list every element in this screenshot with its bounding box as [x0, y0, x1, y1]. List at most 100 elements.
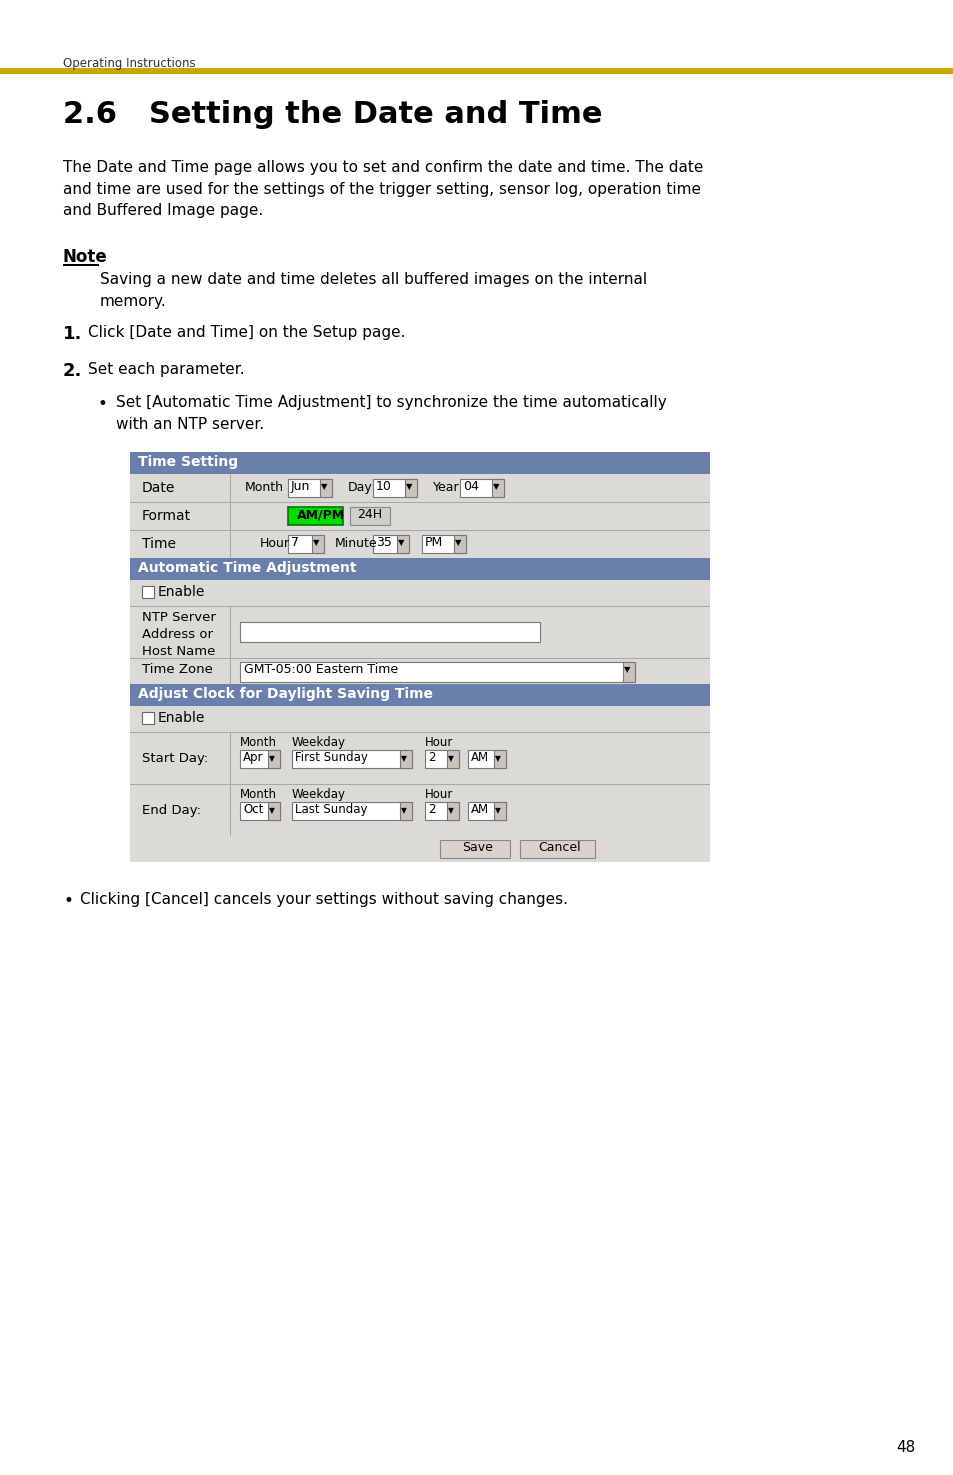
- Bar: [424, 802, 458, 820]
- Text: ▼: ▼: [269, 805, 274, 816]
- Bar: [230, 732, 231, 836]
- Text: 2: 2: [428, 751, 435, 764]
- Text: •: •: [98, 395, 108, 413]
- Text: AM: AM: [471, 802, 489, 816]
- Bar: [312, 535, 324, 553]
- Text: 1.: 1.: [63, 324, 82, 344]
- Bar: [142, 712, 153, 724]
- Text: Time Zone: Time Zone: [142, 662, 213, 676]
- Text: 7: 7: [291, 535, 298, 549]
- Bar: [396, 535, 409, 553]
- Bar: [130, 473, 709, 558]
- Bar: [130, 707, 709, 861]
- Text: GMT-05:00 Eastern Time: GMT-05:00 Eastern Time: [244, 662, 397, 676]
- Bar: [130, 558, 709, 580]
- Bar: [240, 622, 539, 642]
- Text: ▼: ▼: [406, 482, 412, 491]
- Text: Saving a new date and time deletes all buffered images on the internal
memory.: Saving a new date and time deletes all b…: [100, 271, 646, 308]
- Bar: [492, 479, 503, 497]
- Text: End Day:: End Day:: [142, 804, 201, 817]
- Text: Time Setting: Time Setting: [138, 454, 238, 469]
- Bar: [288, 535, 324, 553]
- Text: Operating Instructions: Operating Instructions: [63, 58, 195, 69]
- Text: Apr: Apr: [243, 751, 263, 764]
- Text: Oct: Oct: [243, 802, 263, 816]
- Bar: [288, 507, 343, 525]
- Text: Clicking [Cancel] cancels your settings without saving changes.: Clicking [Cancel] cancels your settings …: [80, 892, 567, 907]
- Text: ▼: ▼: [269, 754, 274, 763]
- Text: ▼: ▼: [495, 805, 500, 816]
- Text: First Sunday: First Sunday: [294, 751, 368, 764]
- Text: Jun: Jun: [291, 479, 310, 493]
- Text: Day: Day: [348, 481, 373, 494]
- Bar: [373, 479, 416, 497]
- Text: Hour: Hour: [424, 788, 453, 801]
- Bar: [288, 479, 332, 497]
- Bar: [468, 802, 505, 820]
- Bar: [230, 606, 231, 684]
- Text: Start Day:: Start Day:: [142, 752, 208, 766]
- Bar: [447, 802, 458, 820]
- Bar: [240, 802, 280, 820]
- Text: Note: Note: [63, 248, 108, 266]
- Text: ▼: ▼: [455, 538, 461, 547]
- Text: Click [Date and Time] on the Setup page.: Click [Date and Time] on the Setup page.: [88, 324, 405, 341]
- Bar: [142, 586, 153, 597]
- Bar: [447, 749, 458, 768]
- Text: AM/PM: AM/PM: [296, 507, 345, 521]
- Text: Minute: Minute: [335, 537, 377, 550]
- Text: ▼: ▼: [320, 482, 327, 491]
- Text: Date: Date: [142, 481, 175, 496]
- Text: Weekday: Weekday: [292, 788, 346, 801]
- Bar: [230, 473, 231, 558]
- Bar: [424, 749, 458, 768]
- Text: ▼: ▼: [493, 482, 499, 491]
- Text: 35: 35: [375, 535, 392, 549]
- Text: NTP Server
Address or
Host Name: NTP Server Address or Host Name: [142, 611, 215, 658]
- Text: ▼: ▼: [495, 754, 500, 763]
- Text: PM: PM: [424, 535, 443, 549]
- Text: 24H: 24H: [356, 507, 382, 521]
- Text: •: •: [63, 892, 72, 910]
- Bar: [439, 839, 510, 858]
- Text: ▼: ▼: [448, 754, 454, 763]
- Text: Automatic Time Adjustment: Automatic Time Adjustment: [138, 560, 356, 575]
- Bar: [268, 802, 280, 820]
- Bar: [130, 580, 709, 684]
- Bar: [454, 535, 465, 553]
- Bar: [350, 507, 390, 525]
- Text: Set [Automatic Time Adjustment] to synchronize the time automatically
with an NT: Set [Automatic Time Adjustment] to synch…: [116, 395, 666, 432]
- Bar: [240, 662, 635, 681]
- Text: Last Sunday: Last Sunday: [294, 802, 367, 816]
- Bar: [405, 479, 416, 497]
- Bar: [292, 749, 412, 768]
- Text: AM: AM: [471, 751, 489, 764]
- Bar: [494, 802, 505, 820]
- Text: ▼: ▼: [623, 665, 630, 674]
- Bar: [459, 479, 503, 497]
- Bar: [292, 802, 412, 820]
- Text: Save: Save: [461, 841, 493, 854]
- Text: Hour: Hour: [424, 736, 453, 749]
- Text: Month: Month: [245, 481, 284, 494]
- Bar: [399, 749, 412, 768]
- Text: Cancel: Cancel: [537, 841, 580, 854]
- Text: Enable: Enable: [158, 711, 205, 726]
- Bar: [130, 684, 709, 707]
- Text: Enable: Enable: [158, 586, 205, 599]
- Text: ▼: ▼: [448, 805, 454, 816]
- Bar: [240, 749, 280, 768]
- Bar: [0, 68, 953, 74]
- Text: Weekday: Weekday: [292, 736, 346, 749]
- Text: 2.: 2.: [63, 361, 82, 381]
- Bar: [130, 836, 709, 861]
- Bar: [373, 535, 409, 553]
- Bar: [399, 802, 412, 820]
- Text: 04: 04: [462, 479, 478, 493]
- Bar: [468, 749, 505, 768]
- Text: The Date and Time page allows you to set and confirm the date and time. The date: The Date and Time page allows you to set…: [63, 159, 702, 218]
- Bar: [622, 662, 635, 681]
- Text: 48: 48: [895, 1440, 914, 1454]
- Text: Year: Year: [433, 481, 459, 494]
- Bar: [494, 749, 505, 768]
